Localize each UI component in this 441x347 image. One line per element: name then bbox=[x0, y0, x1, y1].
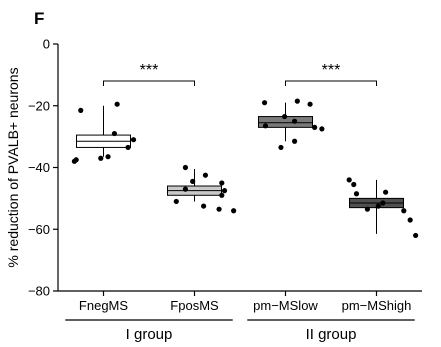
data-point bbox=[111, 130, 118, 137]
data-point bbox=[312, 124, 318, 130]
data-point bbox=[261, 100, 268, 106]
data-point bbox=[182, 186, 188, 192]
data-point bbox=[401, 208, 407, 214]
data-point bbox=[71, 158, 77, 164]
data-point bbox=[307, 101, 313, 107]
y-tick-label: −80 bbox=[28, 284, 50, 299]
significance-bracket bbox=[103, 80, 195, 87]
group-labels: I group II group bbox=[65, 319, 415, 343]
data-point bbox=[281, 113, 288, 120]
data-point bbox=[231, 208, 237, 214]
data-point bbox=[182, 164, 188, 171]
data-point bbox=[292, 118, 298, 124]
data-point bbox=[219, 180, 225, 186]
group-label: II group bbox=[306, 326, 357, 343]
data-point bbox=[202, 172, 209, 178]
data-point bbox=[78, 107, 84, 113]
data-point bbox=[351, 181, 357, 188]
data-point bbox=[216, 206, 222, 212]
x-tick-label: pm−MShigh bbox=[342, 298, 412, 313]
data-point bbox=[380, 200, 386, 206]
data-point bbox=[413, 232, 419, 239]
boxes bbox=[76, 102, 404, 234]
y-tick-label: −40 bbox=[28, 160, 50, 175]
data-point bbox=[353, 191, 360, 197]
group-label: I group bbox=[126, 326, 173, 343]
data-point bbox=[105, 154, 111, 160]
data-point bbox=[125, 144, 131, 151]
data-point bbox=[173, 198, 179, 205]
y-tick-label: −60 bbox=[28, 222, 50, 237]
data-point bbox=[294, 98, 300, 104]
significance-label: *** bbox=[322, 62, 341, 79]
x-axis: FnegMS FposMS pm−MSlow pm−MShigh bbox=[58, 290, 422, 313]
data-point bbox=[130, 137, 137, 143]
data-point bbox=[383, 189, 389, 195]
data-point bbox=[201, 203, 207, 209]
data-point bbox=[221, 188, 228, 194]
significance-label: *** bbox=[140, 62, 159, 79]
data-point bbox=[278, 144, 284, 151]
data-points bbox=[71, 98, 419, 239]
data-point bbox=[219, 192, 225, 198]
y-tick-label: 0 bbox=[43, 37, 50, 52]
data-point bbox=[190, 178, 196, 184]
x-tick-label: FposMS bbox=[170, 298, 219, 313]
significance-brackets: *** *** bbox=[103, 62, 377, 87]
data-point bbox=[114, 101, 120, 107]
data-point bbox=[262, 123, 269, 129]
data-point bbox=[98, 155, 104, 161]
data-point bbox=[319, 126, 325, 132]
data-point bbox=[375, 203, 381, 209]
data-point bbox=[364, 206, 370, 212]
data-point bbox=[292, 138, 298, 144]
data-point bbox=[407, 217, 413, 223]
x-tick-label: pm−MSlow bbox=[253, 298, 318, 313]
significance-bracket bbox=[285, 80, 377, 87]
x-tick-label: FnegMS bbox=[79, 298, 128, 313]
y-tick-label: −20 bbox=[28, 98, 50, 113]
panel-label: F bbox=[34, 9, 44, 28]
y-axis-title: % reduction of PVALB+ neurons bbox=[5, 67, 21, 267]
y-axis: 0 −20 −40 −60 −80 bbox=[28, 37, 59, 299]
data-point bbox=[346, 177, 352, 183]
